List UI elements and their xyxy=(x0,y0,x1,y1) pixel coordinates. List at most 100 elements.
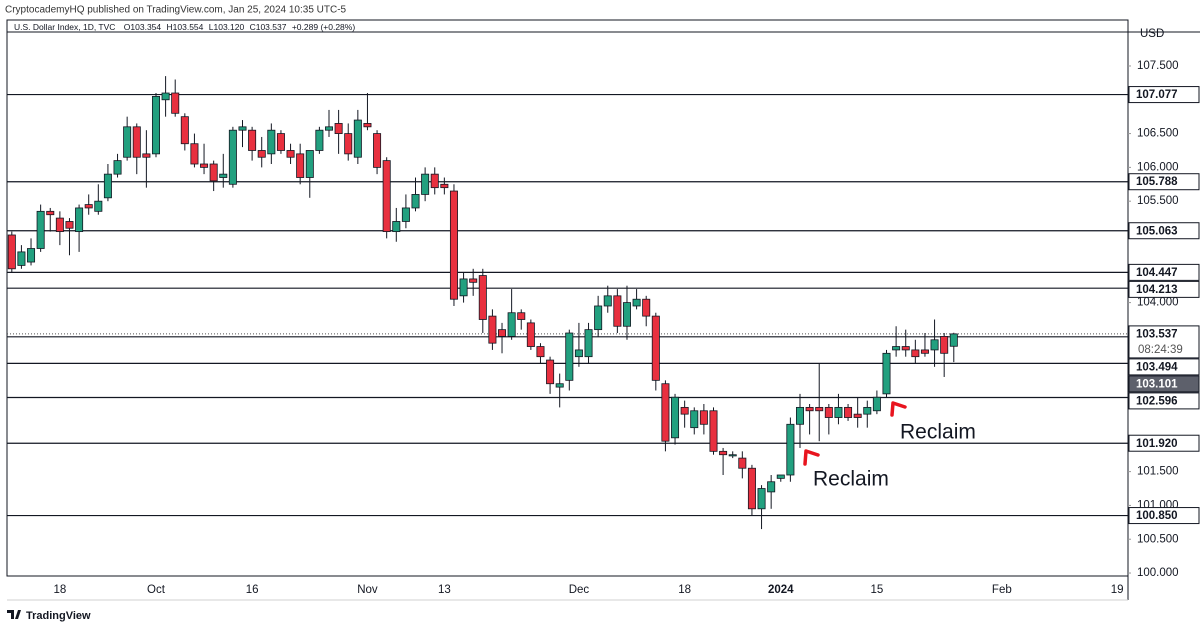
candle-body xyxy=(882,352,891,395)
x-tick-label: 19 xyxy=(1111,584,1124,596)
brand: TradingView xyxy=(7,610,91,622)
candles xyxy=(7,76,958,530)
candle-body xyxy=(680,406,689,415)
level-label-box xyxy=(1128,375,1200,393)
candle-body xyxy=(661,383,670,442)
candle-body xyxy=(594,305,603,331)
candle-body xyxy=(315,129,324,151)
x-tick-label: 16 xyxy=(246,584,259,596)
candle-body xyxy=(305,150,314,178)
candle-body xyxy=(786,423,795,476)
candle-body xyxy=(353,119,362,158)
candle-body xyxy=(478,275,487,320)
candle-body xyxy=(844,406,853,418)
candle-body xyxy=(536,346,545,358)
candle-body xyxy=(382,160,391,233)
candle-body xyxy=(200,163,209,168)
annotations: Reclaim Reclaim xyxy=(803,401,976,491)
y-tick-label: 100.500 xyxy=(1137,533,1179,545)
candle-body xyxy=(613,295,622,327)
y-tick-label: 106.500 xyxy=(1137,128,1179,140)
candle-body xyxy=(325,126,334,131)
candle-body xyxy=(738,457,747,469)
x-tick-label: Dec xyxy=(569,584,590,596)
currency: USD xyxy=(1140,28,1164,40)
level-label: 105.063 xyxy=(1136,225,1178,237)
level-label-box xyxy=(1128,280,1200,298)
y-tick-label: 101.500 xyxy=(1137,466,1179,478)
candle-body xyxy=(94,200,103,212)
annotation: Reclaim xyxy=(900,421,976,444)
candle-body xyxy=(27,248,36,263)
candle-body xyxy=(228,129,237,185)
x-tick-label: Nov xyxy=(357,584,378,596)
level-label: 104.447 xyxy=(1136,267,1178,279)
candle-body xyxy=(709,410,718,452)
candle-body xyxy=(17,251,26,266)
candle-body xyxy=(901,346,910,351)
candle-body xyxy=(795,406,804,425)
candle-body xyxy=(719,450,728,456)
candle-body xyxy=(151,95,160,155)
brand-logo xyxy=(7,610,21,619)
candle-body xyxy=(767,481,776,493)
legend-open: O103.354 xyxy=(124,22,162,32)
candle-body xyxy=(834,406,843,418)
candle-body xyxy=(622,302,631,327)
level-label: 103.494 xyxy=(1136,361,1178,373)
level-label-box xyxy=(1128,507,1200,525)
candle-body xyxy=(757,488,766,510)
level-label-box xyxy=(1128,86,1200,104)
candle-body xyxy=(632,298,641,307)
candle-body xyxy=(940,336,949,354)
level-label: 103.101 xyxy=(1136,378,1178,390)
candle-body xyxy=(392,221,401,233)
candle-body xyxy=(123,126,132,158)
candle-body xyxy=(892,346,901,351)
candle-body xyxy=(411,194,420,209)
candle-body xyxy=(161,92,170,101)
candle-body xyxy=(671,396,680,439)
candle-body xyxy=(949,333,958,347)
y-tick-label: 104.000 xyxy=(1137,297,1179,309)
level-label-box xyxy=(1128,358,1200,376)
axes: 100.000100.500101.000101.500104.000105.5… xyxy=(53,60,1200,596)
legend-low: L103.120 xyxy=(209,22,245,32)
level-label-box xyxy=(1128,434,1200,452)
candle-body xyxy=(421,173,430,195)
candle-body xyxy=(267,129,276,155)
candle-body xyxy=(517,312,526,320)
x-tick-label: 13 xyxy=(438,584,451,596)
candle-body xyxy=(469,278,478,283)
candle-body xyxy=(546,359,555,385)
candle-body xyxy=(296,153,305,178)
candle-body xyxy=(219,173,228,178)
candle-body xyxy=(103,173,112,199)
candle-body xyxy=(651,315,660,381)
candle-body xyxy=(815,406,824,412)
candle-body xyxy=(728,454,737,457)
candle-body xyxy=(911,349,920,358)
candle-body xyxy=(180,116,189,145)
level-label: 102.596 xyxy=(1136,395,1178,407)
y-tick-label: 105.500 xyxy=(1137,195,1179,207)
x-tick-label: Oct xyxy=(147,584,166,596)
candle-body xyxy=(401,207,410,222)
candle-body xyxy=(930,339,939,351)
candle-body xyxy=(526,322,535,347)
candle-body xyxy=(142,153,151,158)
legend: U.S. Dollar Index, 1D, TVC O103.354 H103… xyxy=(14,22,355,32)
candle-body xyxy=(498,329,507,337)
brand-name: TradingView xyxy=(26,610,91,622)
level-label-box xyxy=(1128,222,1200,240)
candle-body xyxy=(344,133,353,155)
annotation: Reclaim xyxy=(813,468,889,491)
candle-body xyxy=(65,221,74,229)
last-price-label: 103.537 xyxy=(1136,328,1178,340)
candle-body xyxy=(507,312,516,337)
legend-high: H103.554 xyxy=(167,22,204,32)
candle-body xyxy=(276,133,285,151)
candle-body xyxy=(238,126,247,131)
candle-body xyxy=(373,133,382,168)
